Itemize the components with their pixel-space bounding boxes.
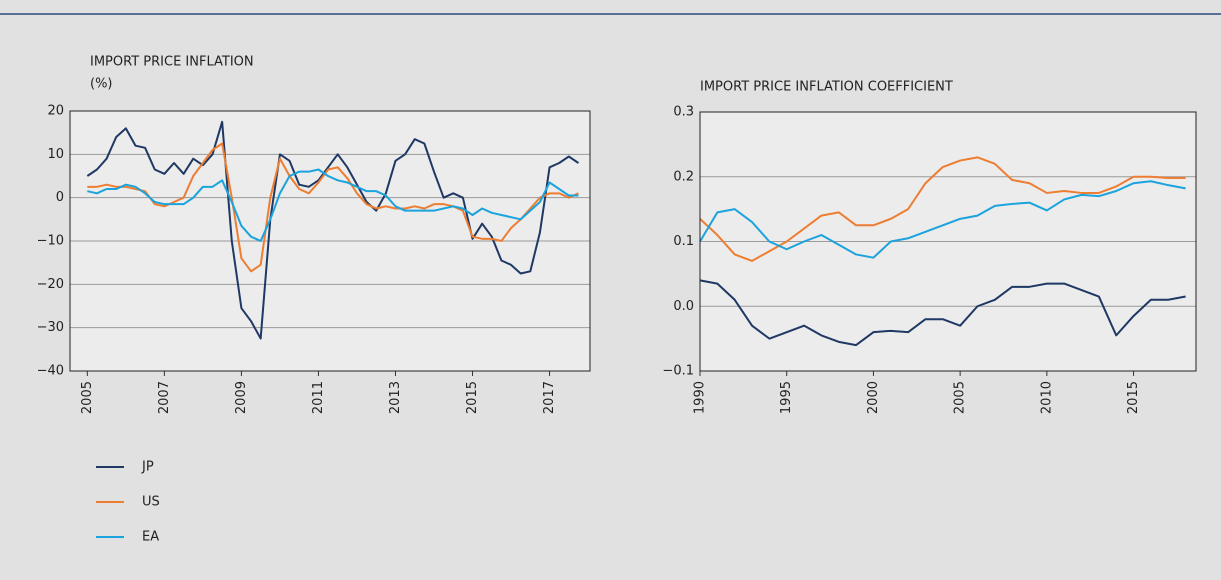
x-tick-label: 2007 <box>157 381 172 414</box>
x-tick-label: 2017 <box>542 381 557 414</box>
series-line <box>699 279 1186 347</box>
legend-label: EA <box>142 530 159 545</box>
x-tick-label: 2013 <box>388 381 403 414</box>
chart-title: IMPORT PRICE INFLATION COEFFICIENT <box>700 80 953 95</box>
series-line <box>87 168 579 242</box>
series-line <box>699 180 1186 259</box>
y-tick-label: 0 <box>56 190 64 205</box>
x-tick-label: 2015 <box>1126 381 1141 414</box>
chart-title: IMPORT PRICE INFLATION <box>90 55 254 70</box>
plot-frame <box>699 111 1197 372</box>
y-tick-label: −20 <box>37 277 64 292</box>
x-tick-label: 2000 <box>866 381 881 414</box>
x-tick-label: 2005 <box>80 381 95 414</box>
series-line <box>86 120 579 340</box>
y-axis-label: (%) <box>90 77 113 92</box>
x-tick-label: 1990 <box>693 381 708 414</box>
legend-label: JP <box>141 460 154 475</box>
y-tick-label: −0.1 <box>662 364 694 379</box>
x-tick-label: 2010 <box>1039 381 1054 414</box>
y-tick-label: 0.2 <box>673 169 694 184</box>
y-tick-label: −40 <box>37 364 64 379</box>
series-line <box>699 156 1186 262</box>
y-tick-label: 10 <box>47 147 64 162</box>
y-tick-label: −30 <box>37 320 64 335</box>
y-tick-label: 0.1 <box>673 234 694 249</box>
y-tick-label: 20 <box>47 104 64 119</box>
x-tick-label: 2009 <box>234 381 249 414</box>
x-tick-label: 1995 <box>779 381 794 414</box>
y-tick-label: 0.3 <box>673 105 694 120</box>
x-tick-label: 2011 <box>311 381 326 414</box>
y-tick-label: 0.0 <box>673 299 694 314</box>
x-tick-label: 2015 <box>465 381 480 414</box>
legend-label: US <box>142 495 160 510</box>
y-tick-label: −10 <box>37 234 64 249</box>
x-tick-label: 2005 <box>953 381 968 414</box>
plot-frame <box>69 110 591 372</box>
